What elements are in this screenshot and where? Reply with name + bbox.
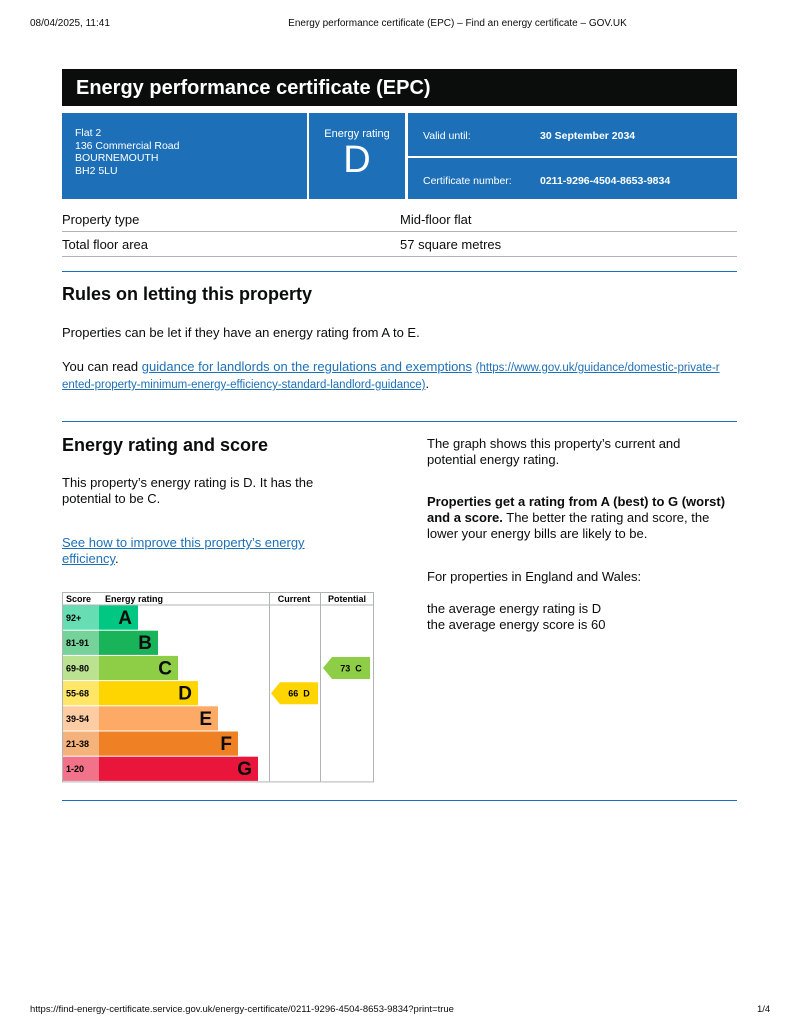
rating-band — [99, 706, 218, 731]
text: . — [425, 376, 430, 391]
improve-link[interactable]: See how to improve this property’s energ… — [62, 535, 305, 566]
footer-url: https://find-energy-certificate.service.… — [30, 1004, 454, 1015]
page-number: 1/4 — [757, 1004, 771, 1015]
section-rule — [62, 800, 737, 801]
improve: See how to improve this property’s energ… — [62, 535, 332, 567]
graph-header: Energy rating — [105, 594, 163, 604]
band-score: 39-54 — [66, 714, 89, 724]
rating-band — [99, 655, 178, 681]
address: Flat 2 136 Commercial Road BOURNEMOUTH B… — [75, 127, 179, 177]
band-letter: F — [220, 734, 232, 755]
rating-band — [99, 681, 198, 706]
graph-border — [62, 592, 374, 783]
table-line — [62, 231, 737, 232]
print-date: 08/04/2025, 11:41 — [30, 18, 110, 29]
rating-band — [99, 630, 158, 655]
band-letter: G — [237, 759, 252, 780]
certificate-cell: Certificate number: 0211-9296-4504-8653-… — [408, 158, 737, 199]
address-line: Flat 2 — [75, 127, 102, 139]
band-score: 1-20 — [66, 764, 84, 774]
text: . — [115, 551, 119, 566]
score-cell — [63, 681, 99, 706]
graph-text: The graph shows this property’s current … — [427, 436, 681, 467]
current-arrow — [271, 682, 318, 705]
certificate-label: Certificate number: — [423, 175, 512, 187]
region-text: For properties in England and Wales: — [427, 569, 642, 584]
score-cell — [63, 756, 99, 781]
property-value: 57 square metres — [400, 237, 502, 252]
print-title: Energy performance certificate (EPC) – F… — [288, 18, 627, 29]
rating-band — [99, 756, 258, 781]
bold-text: Properties get a rating from A (best) to… — [427, 494, 726, 525]
rules-guidance: You can read guidance for landlords on t… — [62, 359, 722, 393]
guidance-url[interactable]: (https://www.gov.uk/guidance/domestic-pr… — [62, 362, 720, 391]
band-letter: E — [199, 709, 212, 730]
graph-header: Score — [66, 594, 91, 604]
current-label: 66 D — [288, 689, 310, 699]
guidance-link[interactable]: guidance for landlords on the regulation… — [141, 359, 473, 374]
graph-header: Current — [278, 594, 311, 604]
rating-band — [99, 605, 138, 630]
energy-heading: Energy rating and score — [62, 435, 269, 455]
property-label: Property type — [62, 212, 140, 227]
band-score: 55-68 — [66, 689, 89, 699]
score-cell — [63, 731, 99, 756]
current-score: 66 — [288, 689, 298, 699]
banner: Energy performance certificate (EPC) — [62, 69, 737, 106]
band-letter: C — [158, 658, 172, 679]
energy-text: This property’s energy rating is D. It h… — [62, 475, 314, 506]
rating: D — [343, 139, 371, 181]
band-score: 21-38 — [66, 739, 89, 749]
band-score: 81-91 — [66, 638, 89, 648]
current-letter: D — [303, 689, 310, 699]
score-cell — [63, 655, 99, 681]
rating-label: Energy rating — [324, 128, 390, 140]
rules-text: Properties can be let if they have an en… — [62, 325, 420, 340]
score-cell — [63, 706, 99, 731]
band-letter: A — [118, 608, 132, 629]
property-label: Total floor area — [62, 237, 148, 252]
band-score: 92+ — [66, 613, 81, 623]
rating-graph: Score Energy rating Current Potential 92+ A 81… — [62, 592, 374, 783]
valid-until: 30 September 2034 — [540, 130, 636, 142]
score-cell — [63, 605, 99, 630]
certificate-number: 0211-9296-4504-8653-9834 — [540, 175, 671, 187]
band-letter: B — [138, 633, 152, 654]
section-rule — [62, 421, 737, 422]
avg-score: the average energy score is 60 — [427, 617, 606, 632]
address-line: BOURNEMOUTH — [75, 152, 159, 164]
rating-explainer: Properties get a rating from A (best) to… — [427, 494, 737, 542]
potential-label: 73 C — [340, 664, 362, 674]
address-line: 136 Commercial Road — [75, 139, 180, 152]
text: The better the rating and score, the low… — [427, 510, 710, 541]
rules-heading: Rules on letting this property — [62, 284, 313, 304]
rating-cell: Energy rating D — [309, 113, 405, 199]
address-cell: Flat 2 136 Commercial Road BOURNEMOUTH B… — [62, 113, 307, 199]
score-cell — [63, 630, 99, 655]
section-rule — [62, 271, 737, 272]
valid-label: Valid until: — [423, 130, 471, 142]
potential-letter: C — [355, 664, 362, 674]
band-letter: D — [178, 684, 192, 705]
graph-header: Potential — [328, 594, 366, 604]
valid-cell: Valid until: 30 September 2034 — [408, 113, 737, 156]
property-value: Mid-floor flat — [400, 212, 472, 227]
band-score: 69-80 — [66, 663, 89, 673]
address-line: BH2 5LU — [75, 164, 118, 177]
banner-title: Energy performance certificate (EPC) — [76, 77, 431, 99]
rating-band — [99, 731, 238, 756]
text: You can read — [62, 359, 142, 374]
potential-arrow — [323, 657, 370, 679]
avg-rating: the average energy rating is D — [427, 601, 602, 616]
potential-score: 73 — [340, 664, 350, 674]
table-line — [62, 256, 737, 257]
